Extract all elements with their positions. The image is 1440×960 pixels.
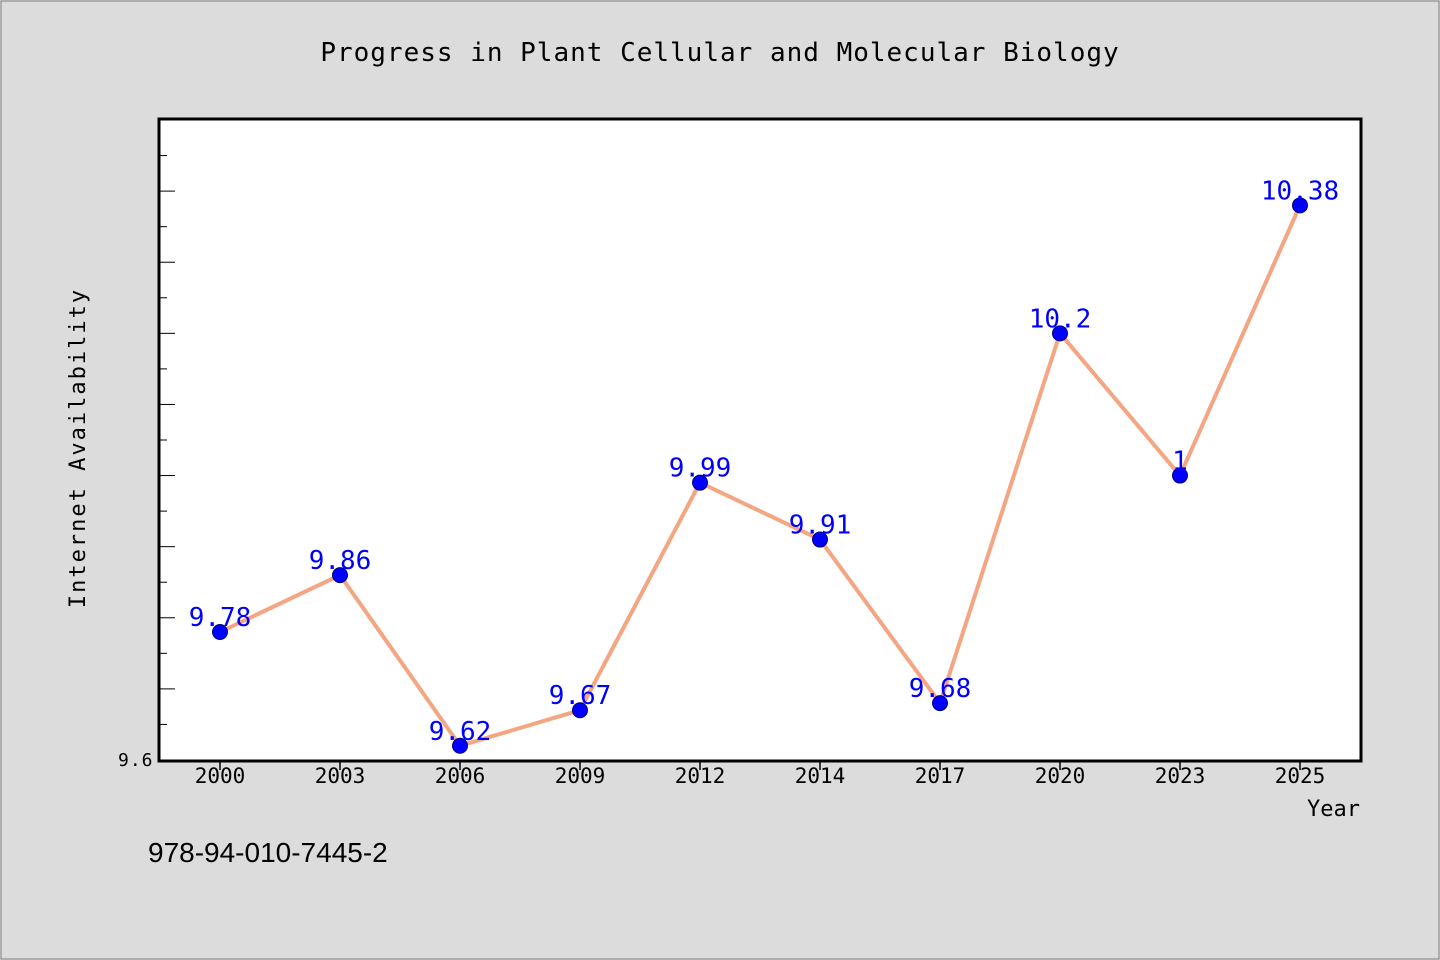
series-line-group: 9.78 9.86 9.62 9.67 9.99 9.91 9.68 10.2 1 10.38: [189, 176, 1339, 754]
data-label: 1: [1172, 447, 1188, 477]
y-axis-ticks: [159, 119, 175, 761]
data-point-marker: [1292, 197, 1308, 214]
data-point-marker: [1172, 467, 1188, 484]
data-point-marker: [692, 474, 708, 491]
x-tick-label: 2017: [915, 764, 966, 788]
data-point-marker: [452, 737, 468, 754]
x-tick-label: 2020: [1035, 764, 1086, 788]
data-label: 9.91: [789, 511, 852, 541]
data-label: 9.67: [549, 681, 612, 711]
data-point-marker: [812, 531, 828, 548]
x-axis-label: Year: [1307, 797, 1360, 822]
x-tick-label: 2003: [315, 764, 366, 788]
data-label: 10.38: [1261, 176, 1339, 206]
data-point-marker: [1052, 325, 1068, 342]
y-tick-label-min: 9.6: [118, 750, 154, 771]
data-point-marker: [332, 567, 348, 584]
x-axis-ticks: 2000 2003 2006 2009 2012 2014 2017 2020 2023 2025: [195, 760, 1326, 788]
x-tick-label: 2014: [795, 764, 846, 788]
chart-title: Progress in Plant Cellular and Molecular…: [320, 38, 1119, 68]
y-axis-label: Internet Availability: [66, 288, 91, 608]
data-point-marker: [572, 702, 588, 719]
data-label: 9.68: [909, 674, 972, 704]
data-label: 10.2: [1029, 304, 1092, 334]
x-tick-label: 2000: [195, 764, 246, 788]
series-line: [218, 203, 1302, 748]
data-label: 9.99: [669, 454, 732, 484]
x-tick-label: 2006: [435, 764, 486, 788]
x-tick-label: 2009: [555, 764, 606, 788]
plot-area: [157, 117, 1363, 763]
data-point-marker: [932, 695, 948, 712]
x-tick-label: 2023: [1155, 764, 1206, 788]
data-label: 9.86: [309, 546, 372, 576]
isbn-footer: 978-94-010-7445-2: [148, 837, 388, 868]
x-tick-label: 2012: [675, 764, 726, 788]
data-label: 9.78: [189, 603, 252, 633]
x-tick-label: 2025: [1275, 764, 1326, 788]
data-label: 9.62: [429, 717, 492, 747]
data-point-marker: [212, 624, 228, 640]
